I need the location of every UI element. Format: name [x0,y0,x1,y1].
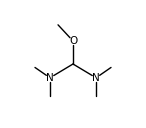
Text: N: N [92,73,100,83]
Text: O: O [69,36,77,46]
Text: N: N [46,73,54,83]
